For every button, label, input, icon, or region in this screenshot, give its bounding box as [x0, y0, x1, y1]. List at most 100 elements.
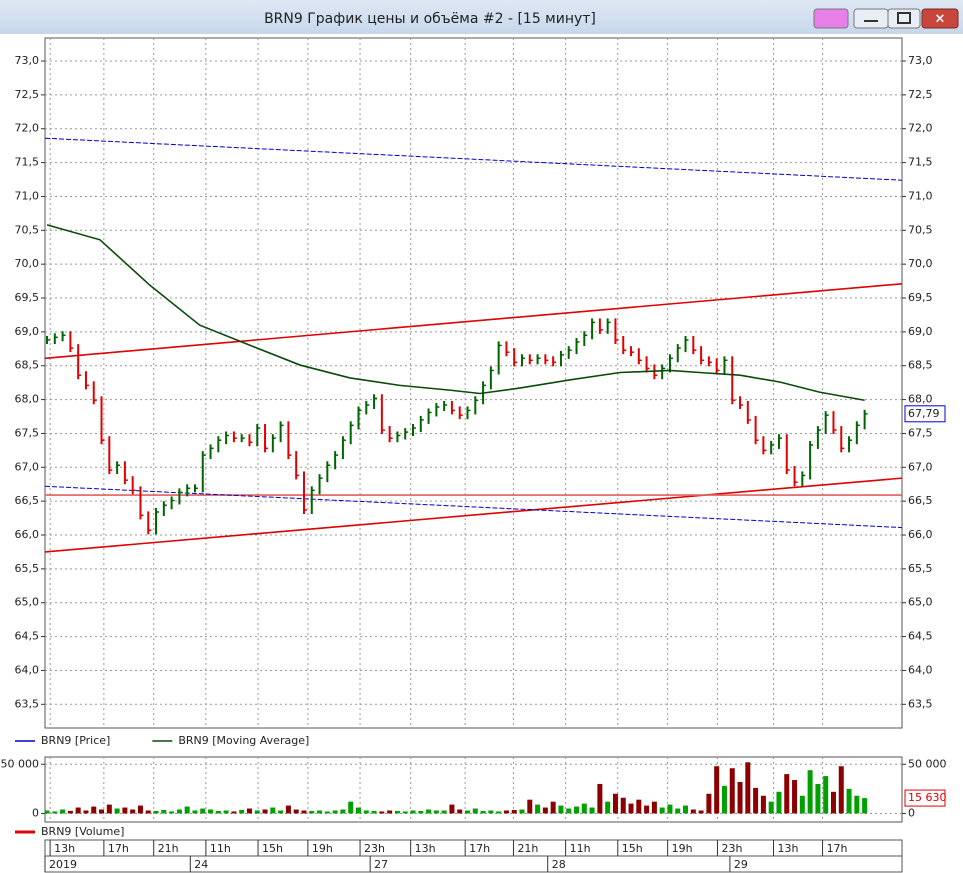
y2-tick-label: 64,5: [908, 630, 933, 643]
volume-bar: [301, 810, 307, 814]
svg-text:×: ×: [935, 12, 946, 27]
volume-bar: [644, 805, 650, 814]
volume-bar: [114, 808, 120, 814]
minimize-button[interactable]: [853, 8, 889, 29]
volume-bar: [667, 804, 673, 814]
volume-bar: [99, 809, 105, 814]
last-value-box: [904, 789, 946, 807]
volume-bar: [488, 810, 494, 814]
y-tick-label: 69,0: [15, 325, 40, 338]
volume-bar: [371, 810, 377, 814]
volume-bar: [130, 809, 136, 814]
y2-tick-label: 72,0: [908, 122, 933, 135]
volume-bar: [612, 793, 618, 814]
volume-bar: [753, 787, 759, 814]
y2-tick-label: 0: [908, 806, 915, 819]
volume-bar: [254, 810, 260, 814]
y-tick-label: 65,5: [15, 562, 40, 575]
volume-bar: [394, 810, 400, 814]
volume-bar: [605, 801, 611, 814]
volume-bar: [628, 803, 634, 814]
volume-bar: [192, 810, 198, 814]
volume-bar: [449, 804, 455, 814]
volume-bar: [332, 810, 338, 814]
volume-bar: [239, 810, 245, 814]
title-bar: [0, 0, 963, 34]
y2-tick-label: 71,0: [908, 189, 933, 202]
volume-bar: [721, 785, 727, 814]
volume-bar: [511, 810, 517, 814]
y-tick-label: 50 000: [1, 757, 40, 770]
x-tick-label: 11h: [210, 842, 231, 855]
volume-bar: [830, 791, 836, 814]
volume-bar: [379, 811, 385, 814]
x-tick-label: 11h: [570, 842, 591, 855]
volume-bar: [503, 810, 509, 814]
volume-bar: [480, 810, 486, 814]
volume-bar: [161, 810, 167, 814]
volume-bar: [823, 776, 829, 814]
close-button[interactable]: [921, 8, 959, 29]
volume-bar: [348, 801, 354, 814]
volume-bar: [418, 810, 424, 814]
trend-line: [44, 137, 903, 181]
y2-tick-label: 66,5: [908, 494, 933, 507]
volume-bar: [433, 810, 439, 814]
volume-bar: [293, 809, 299, 814]
last-value-box: [904, 405, 946, 423]
volume-bar: [465, 810, 471, 814]
x-tick-label: 15h: [622, 842, 643, 855]
volume-bar: [636, 799, 642, 814]
volume-bar: [324, 811, 330, 814]
y2-tick-label: 67,5: [908, 426, 933, 439]
y2-tick-label: 68,0: [908, 393, 933, 406]
y-tick-label: 0: [32, 806, 39, 819]
volume-bar: [737, 781, 743, 814]
volume-bar: [846, 788, 852, 814]
volume-bar: [387, 810, 393, 814]
volume-bar: [44, 810, 50, 814]
volume-bar: [52, 811, 58, 814]
volume-bar: [426, 809, 432, 814]
volume-bar: [153, 810, 159, 814]
y2-tick-label: 73,0: [908, 54, 933, 67]
volume-bar: [270, 807, 276, 814]
volume-bar: [729, 768, 735, 814]
x-tick-label: 17h: [827, 842, 848, 855]
volume-bar: [862, 798, 868, 814]
volume-bar: [363, 810, 369, 814]
y2-tick-label: 68,5: [908, 359, 933, 372]
volume-bar: [457, 809, 463, 814]
volume-bar: [122, 807, 128, 814]
volume-bar: [768, 801, 774, 814]
x-tick-label: 13h: [778, 842, 799, 855]
volume-bar: [519, 809, 525, 814]
y-tick-label: 73,0: [15, 54, 40, 67]
price-panel: [44, 37, 903, 729]
volume-bar: [106, 804, 112, 814]
volume-bar: [574, 806, 580, 814]
y-tick-label: 71,0: [15, 189, 40, 202]
volume-bar: [550, 801, 556, 814]
x-tick-label: 19h: [672, 842, 693, 855]
maximize-button[interactable]: [887, 8, 921, 29]
volume-bar: [223, 810, 229, 814]
y2-tick-label: 69,0: [908, 325, 933, 338]
volume-bar: [340, 809, 346, 814]
volume-bar: [410, 810, 416, 814]
link-button[interactable]: [813, 8, 849, 29]
y-tick-label: 66,0: [15, 528, 40, 541]
date-tick-label: 24: [194, 858, 208, 871]
y-tick-label: 68,5: [15, 359, 40, 372]
y2-tick-label: 71,5: [908, 156, 933, 169]
x-tick-label: 17h: [108, 842, 129, 855]
y2-tick-label: 70,5: [908, 223, 933, 236]
y-tick-label: 66,5: [15, 494, 40, 507]
y-tick-label: 64,0: [15, 663, 40, 676]
y2-tick-label: 65,0: [908, 596, 933, 609]
volume-bar: [75, 807, 81, 814]
volume-bar: [838, 766, 844, 814]
volume-bar: [137, 805, 143, 814]
volume-bar: [535, 804, 541, 814]
y2-tick-label: 70,0: [908, 257, 933, 270]
